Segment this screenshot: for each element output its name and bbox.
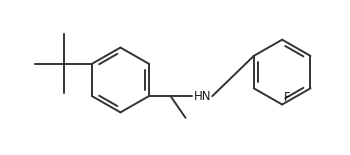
Text: F: F (284, 91, 291, 104)
Text: HN: HN (194, 90, 211, 103)
